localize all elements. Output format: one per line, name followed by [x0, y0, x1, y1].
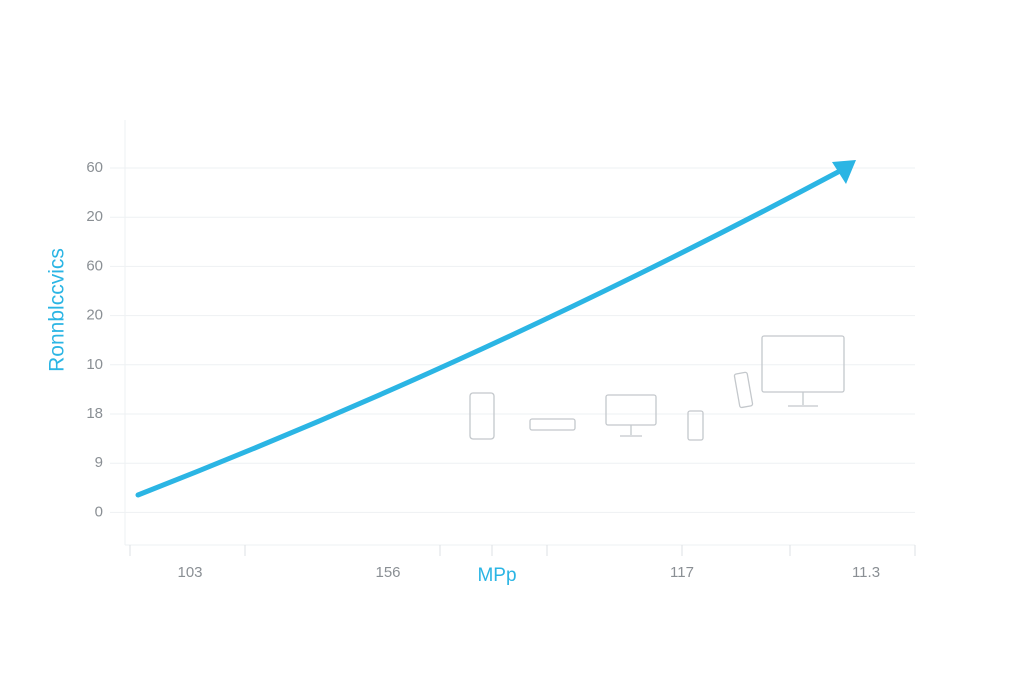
y-tick-label: 60 — [86, 257, 103, 274]
y-tick-label: 10 — [86, 356, 103, 373]
y-tick-label: 60 — [86, 159, 103, 176]
trend-curve — [135, 169, 841, 498]
x-tick-label: 103 — [177, 564, 202, 581]
router-icon — [529, 418, 576, 431]
plot-frame — [124, 120, 915, 546]
y-tick-label: 20 — [86, 307, 103, 324]
x-tick-label: 156 — [375, 564, 400, 581]
y-tick-label: 0 — [95, 503, 103, 520]
y-tick-label: 18 — [86, 405, 103, 422]
phone-icon — [733, 371, 754, 409]
monitor-icon — [605, 394, 657, 426]
y-tick-label: 20 — [86, 208, 103, 225]
phone-icon — [687, 410, 704, 441]
x-tick-label: 11.3 — [852, 564, 880, 581]
x-tick-marks — [129, 545, 916, 556]
x-axis-title: MPp — [477, 565, 516, 586]
trend-arrowhead — [832, 160, 856, 184]
desktop-icon — [761, 335, 845, 393]
phone-icon — [469, 392, 495, 440]
device-icons — [469, 335, 845, 441]
y-axis-title: Ronnblccvics — [46, 248, 69, 372]
x-tick-label: 117 — [670, 564, 694, 581]
y-tick-label: 9 — [95, 454, 103, 471]
